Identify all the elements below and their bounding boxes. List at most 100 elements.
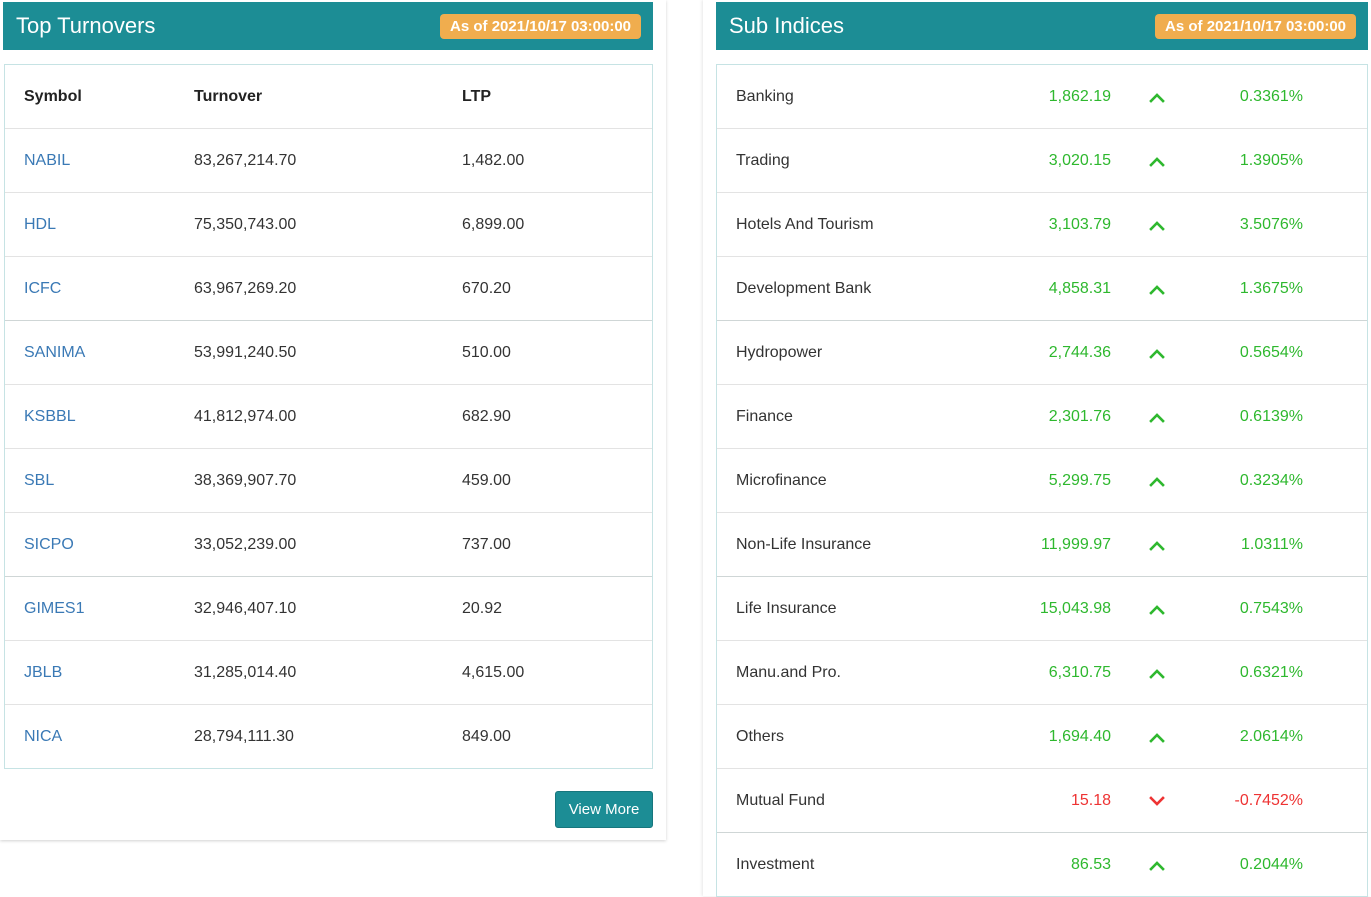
chevron-up-icon: [1111, 858, 1203, 872]
subindex-name: Non-Life Insurance: [736, 535, 872, 553]
subindex-change: 3.5076%: [1239, 215, 1303, 233]
sub-indices-as-of-badge: As of 2021/10/17 03:00:00: [1155, 13, 1356, 39]
chevron-down-icon: [1111, 794, 1203, 808]
view-more-button[interactable]: View More: [555, 791, 653, 828]
chevron-up-icon: [1111, 346, 1203, 360]
subindex-row: Manu.and Pro. 6,310.75 0.6321%: [717, 640, 1367, 704]
turnover-value: 41,812,974.00: [194, 407, 297, 425]
table-row: NABIL 83,267,214.70 1,482.00: [5, 128, 652, 192]
subindex-value: 11,999.97: [1041, 535, 1111, 553]
ltp-value: 4,615.00: [462, 663, 525, 681]
turnover-value: 53,991,240.50: [194, 343, 297, 361]
subindex-change: 0.3361%: [1239, 87, 1303, 105]
symbol-link[interactable]: ICFC: [24, 279, 62, 297]
symbol-link[interactable]: GIMES1: [24, 599, 85, 617]
subindex-row: Mutual Fund 15.18 -0.7452%: [717, 768, 1367, 832]
top-turnovers-title: Top Turnovers: [16, 13, 156, 38]
subindex-change: 1.3675%: [1239, 279, 1303, 297]
subindex-value: 15,043.98: [1039, 599, 1111, 617]
table-row: SBL 38,369,907.70 459.00: [5, 448, 652, 512]
subindex-name: Banking: [736, 87, 794, 105]
subindex-value: 2,301.76: [1048, 407, 1111, 425]
table-row: JBLB 31,285,014.40 4,615.00: [5, 640, 652, 704]
subindex-name: Finance: [736, 407, 793, 425]
symbol-link[interactable]: NICA: [24, 727, 63, 745]
subindex-name: Manu.and Pro.: [736, 663, 841, 681]
chevron-up-icon: [1111, 474, 1203, 488]
subindex-name: Hotels And Tourism: [736, 215, 874, 233]
subindex-value: 86.53: [1070, 855, 1111, 873]
top-turnovers-table: Symbol Turnover LTP NABIL 83,267,214.70 1,…: [4, 64, 653, 769]
subindex-value: 3,103.79: [1048, 215, 1111, 233]
column-header-turnover: Turnover: [194, 87, 263, 105]
turnover-value: 32,946,407.10: [194, 599, 297, 617]
ltp-value: 6,899.00: [462, 215, 525, 233]
turnover-value: 83,267,214.70: [194, 151, 297, 169]
subindex-value: 2,744.36: [1048, 343, 1111, 361]
subindex-value: 15.18: [1070, 791, 1111, 809]
subindex-name: Trading: [736, 151, 790, 169]
subindex-name: Development Bank: [736, 279, 872, 297]
subindex-name: Others: [736, 727, 785, 745]
subindex-row: Hydropower 2,744.36 0.5654%: [717, 320, 1367, 384]
chevron-up-icon: [1111, 410, 1203, 424]
subindex-change: 0.5654%: [1239, 343, 1303, 361]
symbol-link[interactable]: SICPO: [24, 535, 74, 553]
subindex-change: 1.0311%: [1241, 535, 1303, 553]
turnover-value: 63,967,269.20: [194, 279, 297, 297]
sub-indices-title: Sub Indices: [729, 13, 844, 38]
subindex-row: Others 1,694.40 2.0614%: [717, 704, 1367, 768]
ltp-value: 670.20: [462, 279, 511, 297]
subindex-row: Life Insurance 15,043.98 0.7543%: [717, 576, 1367, 640]
chevron-up-icon: [1111, 90, 1203, 104]
chevron-up-icon: [1111, 154, 1203, 168]
chevron-up-icon: [1111, 602, 1203, 616]
table-header-row: Symbol Turnover LTP: [5, 65, 652, 128]
subindex-name: Mutual Fund: [736, 791, 825, 809]
top-turnovers-panel: Top Turnovers As of 2021/10/17 03:00:00 …: [0, 0, 666, 840]
subindex-change: 0.3234%: [1239, 471, 1303, 489]
subindex-value: 1,694.40: [1048, 727, 1111, 745]
subindex-value: 5,299.75: [1048, 471, 1111, 489]
turnover-value: 28,794,111.30: [194, 727, 294, 745]
top-turnovers-as-of-badge: As of 2021/10/17 03:00:00: [440, 13, 641, 39]
subindex-value: 6,310.75: [1048, 663, 1111, 681]
symbol-link[interactable]: HDL: [24, 215, 57, 233]
subindex-change: 0.6139%: [1239, 407, 1303, 425]
turnover-value: 31,285,014.40: [194, 663, 297, 681]
subindex-row: Microfinance 5,299.75 0.3234%: [717, 448, 1367, 512]
ltp-value: 459.00: [462, 471, 511, 489]
subindex-row: Investment 86.53 0.2044%: [717, 832, 1367, 896]
chevron-up-icon: [1111, 666, 1203, 680]
table-row: GIMES1 32,946,407.10 20.92: [5, 576, 652, 640]
subindex-change: -0.7452%: [1234, 791, 1304, 809]
turnover-value: 75,350,743.00: [194, 215, 297, 233]
sub-indices-table: Banking 1,862.19 0.3361% Trading 3,020.15 1.3…: [716, 64, 1368, 897]
subindex-name: Investment: [736, 855, 815, 873]
chevron-up-icon: [1111, 218, 1203, 232]
turnover-value: 33,052,239.00: [194, 535, 297, 553]
subindex-change: 1.3905%: [1239, 151, 1303, 169]
subindex-row: Non-Life Insurance 11,999.97 1.0311%: [717, 512, 1367, 576]
symbol-link[interactable]: JBLB: [24, 663, 63, 681]
sub-indices-header: Sub Indices As of 2021/10/17 03:00:00: [716, 2, 1368, 50]
subindex-change: 0.6321%: [1239, 663, 1303, 681]
subindex-name: Hydropower: [736, 343, 823, 361]
subindex-value: 4,858.31: [1048, 279, 1111, 297]
symbol-link[interactable]: SBL: [24, 471, 55, 489]
ltp-value: 682.90: [462, 407, 511, 425]
subindex-row: Trading 3,020.15 1.3905%: [717, 128, 1367, 192]
ltp-value: 1,482.00: [462, 151, 525, 169]
symbol-link[interactable]: SANIMA: [24, 343, 86, 361]
column-header-ltp: LTP: [462, 87, 492, 105]
symbol-link[interactable]: NABIL: [24, 151, 71, 169]
subindex-change: 2.0614%: [1239, 727, 1303, 745]
ltp-value: 20.92: [462, 599, 503, 617]
table-row: KSBBL 41,812,974.00 682.90: [5, 384, 652, 448]
symbol-link[interactable]: KSBBL: [24, 407, 76, 425]
table-row: HDL 75,350,743.00 6,899.00: [5, 192, 652, 256]
subindex-row: Banking 1,862.19 0.3361%: [717, 65, 1367, 128]
chevron-up-icon: [1111, 282, 1203, 296]
table-row: SANIMA 53,991,240.50 510.00: [5, 320, 652, 384]
subindex-row: Finance 2,301.76 0.6139%: [717, 384, 1367, 448]
